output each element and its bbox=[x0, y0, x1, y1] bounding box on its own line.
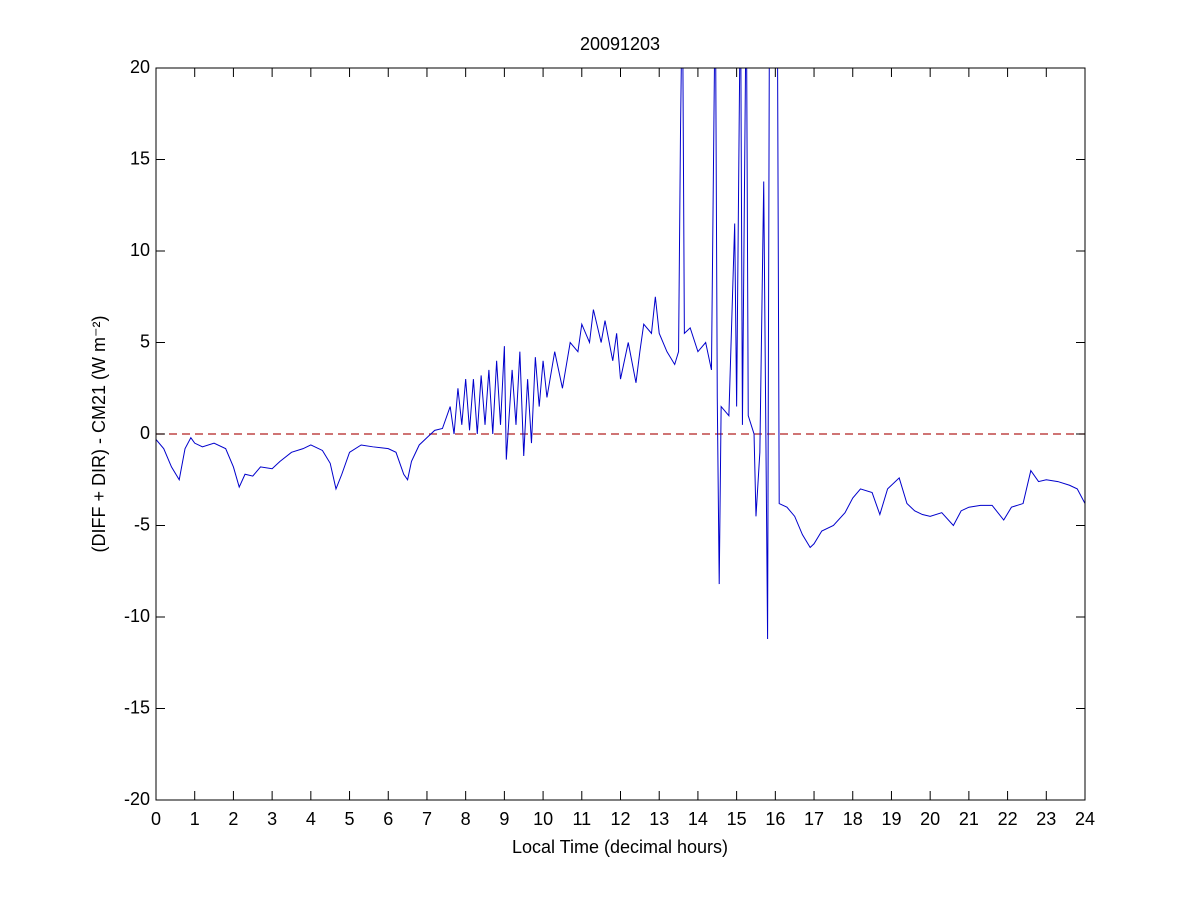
x-tick-label: 11 bbox=[572, 809, 591, 829]
y-axis-label: (DIFF + DIR) - CM21 (W m⁻²) bbox=[89, 316, 109, 553]
x-tick-label: 15 bbox=[727, 809, 747, 829]
x-tick-label: 16 bbox=[765, 809, 785, 829]
y-tick-label: 5 bbox=[140, 331, 150, 351]
y-tick-label: -10 bbox=[124, 606, 150, 626]
x-tick-label: 8 bbox=[461, 809, 471, 829]
x-tick-label: 0 bbox=[151, 809, 161, 829]
y-tick-label: -20 bbox=[124, 789, 150, 809]
x-tick-label: 17 bbox=[804, 809, 824, 829]
x-tick-label: 14 bbox=[688, 809, 708, 829]
x-tick-label: 21 bbox=[959, 809, 979, 829]
x-tick-label: 22 bbox=[998, 809, 1018, 829]
x-tick-label: 9 bbox=[499, 809, 509, 829]
data-line bbox=[156, 68, 1085, 639]
x-tick-label: 18 bbox=[843, 809, 863, 829]
x-tick-label: 7 bbox=[422, 809, 432, 829]
y-tick-label: -15 bbox=[124, 697, 150, 717]
y-tick-label: -5 bbox=[134, 514, 150, 534]
x-tick-label: 20 bbox=[920, 809, 940, 829]
x-tick-label: 3 bbox=[267, 809, 277, 829]
x-tick-label: 2 bbox=[228, 809, 238, 829]
x-axis-label: Local Time (decimal hours) bbox=[512, 837, 728, 857]
x-tick-label: 1 bbox=[190, 809, 200, 829]
x-tick-label: 12 bbox=[610, 809, 630, 829]
x-tick-label: 13 bbox=[649, 809, 669, 829]
y-tick-label: 0 bbox=[140, 423, 150, 443]
x-tick-label: 6 bbox=[383, 809, 393, 829]
y-tick-label: 15 bbox=[130, 148, 150, 168]
y-tick-label: 20 bbox=[130, 57, 150, 77]
chart-title: 20091203 bbox=[580, 34, 660, 54]
x-tick-label: 5 bbox=[345, 809, 355, 829]
x-tick-label: 4 bbox=[306, 809, 316, 829]
plot-area bbox=[156, 68, 1085, 800]
x-tick-label: 23 bbox=[1036, 809, 1056, 829]
x-tick-label: 24 bbox=[1075, 809, 1095, 829]
y-tick-label: 10 bbox=[130, 240, 150, 260]
x-tick-label: 19 bbox=[881, 809, 901, 829]
x-tick-label: 10 bbox=[533, 809, 553, 829]
